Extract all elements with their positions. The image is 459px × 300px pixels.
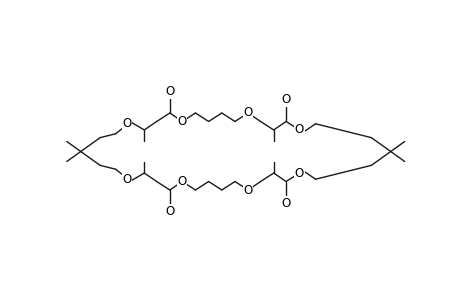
Text: O: O [281, 93, 290, 106]
Text: O: O [243, 106, 252, 119]
Text: O: O [294, 123, 303, 136]
Text: O: O [123, 173, 132, 186]
Text: O: O [294, 167, 303, 180]
Text: O: O [123, 117, 132, 130]
Text: O: O [177, 115, 186, 128]
Text: O: O [281, 196, 290, 210]
Text: O: O [165, 205, 174, 218]
Text: O: O [165, 85, 174, 98]
Text: O: O [243, 184, 252, 196]
Text: O: O [177, 175, 186, 188]
